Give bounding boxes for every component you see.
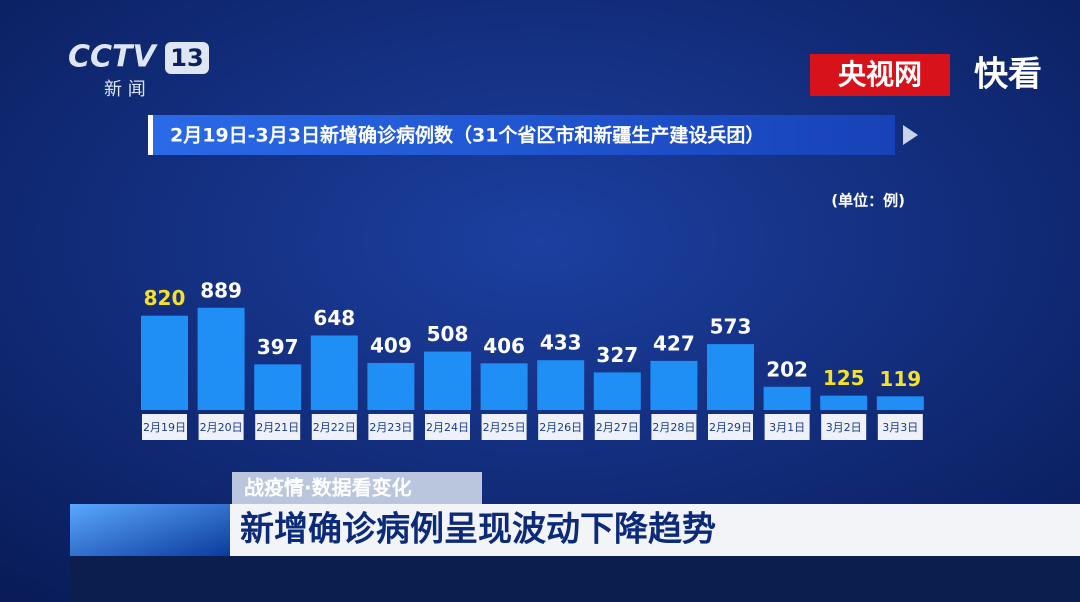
category-box bbox=[311, 414, 357, 440]
bar bbox=[763, 386, 811, 410]
value-label: 202 bbox=[766, 357, 808, 381]
value-label: 508 bbox=[427, 322, 469, 346]
x-tick-label: 2月25日 bbox=[483, 421, 526, 434]
category-box bbox=[821, 414, 867, 440]
category-box bbox=[764, 414, 810, 440]
chart-title: 2月19日-3月3日新增确诊病例数（31个省区市和新疆生产建设兵团） bbox=[170, 124, 764, 147]
bar bbox=[820, 395, 868, 410]
value-label: 427 bbox=[653, 331, 695, 355]
x-tick-label: 2月26日 bbox=[539, 421, 582, 434]
logo-badge bbox=[165, 42, 209, 74]
value-label: 889 bbox=[200, 278, 242, 302]
category-box bbox=[425, 414, 470, 440]
headline: 新增确诊病例呈现波动下降趋势 bbox=[240, 510, 716, 550]
value-label: 406 bbox=[483, 334, 525, 358]
bar bbox=[424, 351, 471, 410]
tag-text: 战疫情·数据看变化 bbox=[244, 476, 412, 500]
value-label: 573 bbox=[710, 315, 752, 339]
value-label: 397 bbox=[257, 335, 299, 359]
bar bbox=[876, 396, 924, 410]
bar bbox=[593, 372, 641, 410]
plot: 2月19日 820 2月20日 889 2月21日 397 2月22日 648 2月23日 409… bbox=[141, 278, 924, 440]
x-tick-label: 2月19日 bbox=[143, 421, 186, 434]
value-label: 125 bbox=[823, 366, 865, 390]
value-label: 648 bbox=[313, 306, 355, 330]
logo-name: 新 闻 bbox=[104, 79, 146, 100]
watermark-app: 快看 bbox=[974, 55, 1042, 95]
unit-label: (单位：例) bbox=[831, 192, 905, 210]
value-label: 433 bbox=[540, 331, 582, 355]
x-tick-label: 2月24日 bbox=[426, 421, 469, 434]
category-box bbox=[594, 414, 640, 440]
bar bbox=[650, 360, 698, 410]
globe-image bbox=[70, 504, 230, 556]
bar bbox=[367, 362, 415, 410]
value-label: 820 bbox=[144, 286, 186, 310]
bar bbox=[197, 307, 245, 410]
title-arrow bbox=[903, 125, 918, 145]
bar bbox=[141, 315, 188, 410]
bar bbox=[310, 335, 358, 410]
bar bbox=[254, 364, 302, 410]
tag-box bbox=[232, 472, 482, 504]
x-tick-label: 2月27日 bbox=[596, 421, 639, 434]
bar bbox=[707, 344, 754, 410]
x-tick-label: 3月2日 bbox=[826, 421, 862, 434]
x-tick-label: 2月22日 bbox=[313, 421, 356, 434]
x-tick-label: 2月20日 bbox=[200, 421, 243, 434]
headline-band bbox=[70, 504, 1080, 556]
logo-brand: CCTV bbox=[68, 40, 158, 75]
title-edge bbox=[148, 115, 153, 155]
category-box bbox=[538, 414, 584, 440]
value-label: 119 bbox=[879, 367, 921, 391]
bar bbox=[537, 360, 585, 410]
x-tick-label: 3月3日 bbox=[882, 421, 918, 434]
lower-strip bbox=[70, 556, 1080, 602]
category-box bbox=[708, 414, 753, 440]
category-box bbox=[481, 414, 527, 440]
x-tick-label: 2月29日 bbox=[709, 421, 752, 434]
x-tick-label: 2月28日 bbox=[652, 421, 695, 434]
logo-channel: 13 bbox=[170, 44, 203, 72]
value-label: 409 bbox=[370, 333, 412, 357]
watermark-box bbox=[810, 54, 950, 96]
title-bar bbox=[148, 115, 895, 155]
x-tick-label: 2月21日 bbox=[256, 421, 299, 434]
watermark-site: 央视网 bbox=[838, 58, 922, 91]
value-label: 327 bbox=[596, 343, 638, 367]
category-box bbox=[651, 414, 697, 440]
category-box bbox=[368, 414, 414, 440]
category-box bbox=[877, 414, 923, 440]
bar bbox=[480, 363, 528, 410]
x-tick-label: 2月23日 bbox=[369, 421, 412, 434]
category-box bbox=[198, 414, 244, 440]
category-box bbox=[142, 414, 187, 440]
category-box bbox=[255, 414, 301, 440]
x-tick-label: 3月1日 bbox=[769, 421, 805, 434]
